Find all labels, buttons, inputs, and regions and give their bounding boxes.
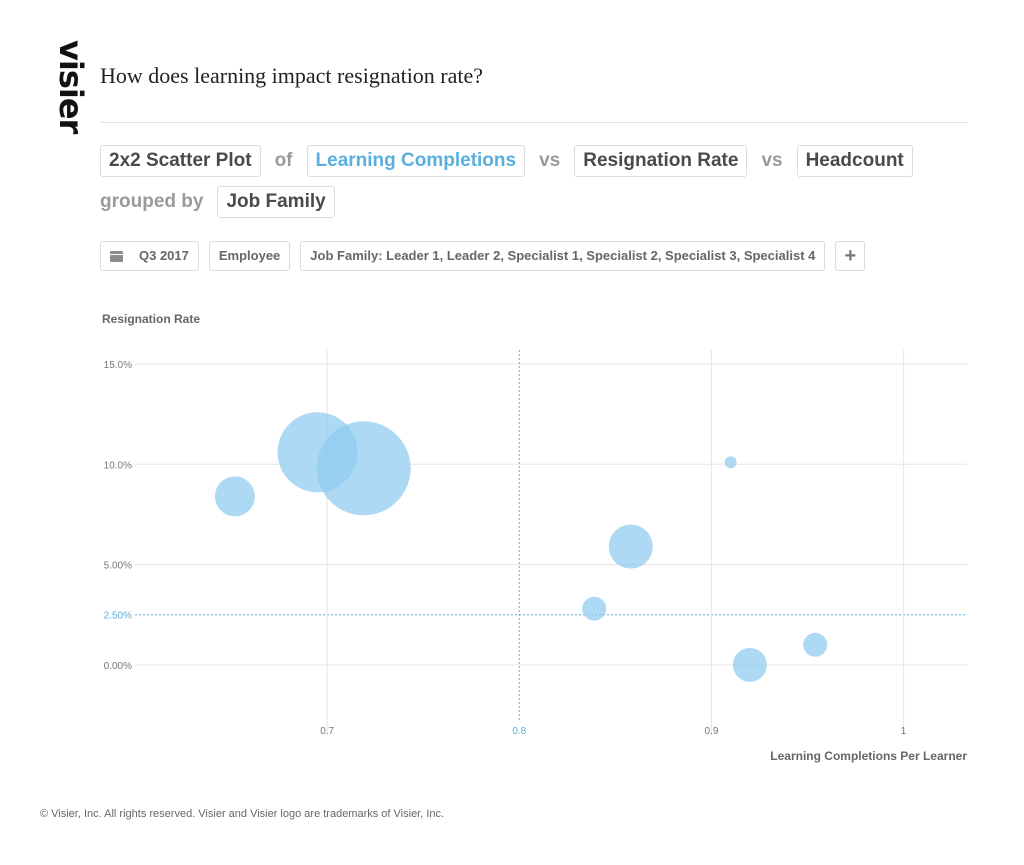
data-bubble	[732, 647, 767, 682]
period-label: Q3 2017	[139, 248, 189, 263]
x-tick-label: 0.8	[512, 726, 526, 737]
y-tick-label: 2.50%	[104, 611, 132, 622]
visier-logo: visier	[52, 40, 90, 155]
tick-labels: 0.00% 2.50% 5.00% 10.0% 15.0% 0.7 0.8 0.9 1	[104, 360, 907, 737]
y-tick-label: 10.0%	[104, 460, 132, 471]
population-filter[interactable]: Employee	[208, 241, 291, 271]
title-divider	[100, 122, 968, 123]
x-tick-label: 0.9	[704, 726, 718, 737]
vs-connector-2: vs	[761, 150, 783, 171]
data-bubble	[724, 456, 737, 469]
scatter-chart: Resignation Rate 0.00% 2.50% 5.00% 10.0% 15.…	[102, 312, 967, 763]
period-filter[interactable]: Q3 2017	[100, 241, 199, 271]
grouped-by-connector: grouped by	[100, 191, 204, 212]
calendar-icon	[110, 250, 123, 262]
data-bubble	[214, 476, 255, 517]
add-filter-button[interactable]: +	[835, 241, 866, 271]
y-tick-label: 5.00%	[104, 561, 132, 572]
copyright-footer: © Visier, Inc. All rights reserved. Visi…	[40, 808, 445, 820]
filter-bar: Q3 2017 Employee Job Family: Leader 1, L…	[100, 241, 866, 271]
y-tick-label: 15.0%	[104, 360, 132, 371]
logo-wordmark: visier	[52, 40, 90, 134]
data-bubble	[316, 421, 411, 516]
x-tick-label: 1	[901, 726, 907, 737]
chart-grid	[135, 350, 967, 735]
vs-connector-1: vs	[539, 150, 561, 171]
job-family-filter[interactable]: Job Family: Leader 1, Leader 2, Speciali…	[300, 241, 826, 271]
data-bubble	[608, 524, 653, 569]
page-title: How does learning impact resignation rat…	[100, 63, 484, 88]
metric-x-chip[interactable]: Learning Completions	[306, 145, 526, 177]
chart-type-chip[interactable]: 2x2 Scatter Plot	[100, 145, 261, 177]
group-chip[interactable]: Job Family	[217, 186, 335, 218]
bubble-layer	[214, 412, 828, 682]
y-tick-label: 0.00%	[104, 661, 132, 672]
x-tick-label: 0.7	[320, 726, 334, 737]
y-axis-label: Resignation Rate	[102, 312, 200, 326]
query-grouping: grouped by Job Family	[100, 186, 335, 218]
data-bubble	[803, 632, 828, 657]
metric-y-chip[interactable]: Resignation Rate	[574, 145, 748, 177]
query-sentence: 2x2 Scatter Plot of Learning Completions…	[100, 145, 913, 177]
metric-size-chip[interactable]: Headcount	[796, 145, 913, 177]
of-connector: of	[274, 150, 293, 171]
x-axis-label: Learning Completions Per Learner	[770, 749, 967, 763]
data-bubble	[582, 596, 607, 621]
